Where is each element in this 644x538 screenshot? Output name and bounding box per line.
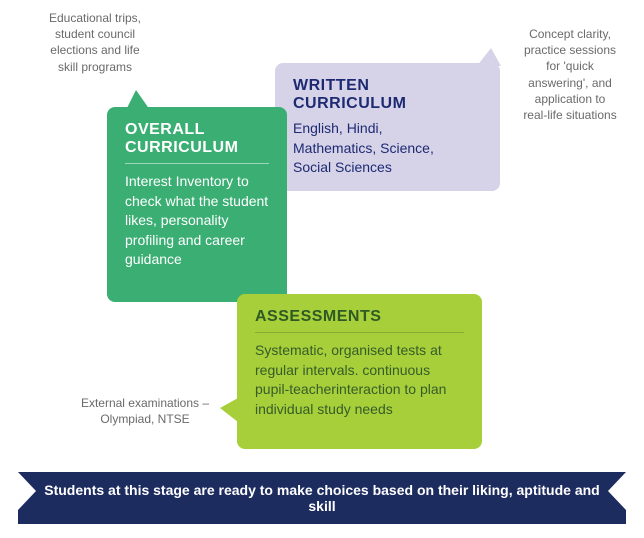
box-assessments: ASSESSMENTS Systematic, organised tests … bbox=[237, 294, 482, 449]
ribbon-text: Students at this stage are ready to make… bbox=[44, 482, 599, 514]
tail-assess bbox=[220, 398, 238, 422]
assessments-title: ASSESSMENTS bbox=[255, 308, 464, 326]
callout-topleft: Educational trips,student councilelectio… bbox=[30, 10, 160, 75]
overall-title: OVERALL CURRICULUM bbox=[125, 121, 269, 157]
box-overall-curriculum: OVERALL CURRICULUM Interest Inventory to… bbox=[107, 107, 287, 302]
written-body: English, Hindi, Mathematics, Science, So… bbox=[293, 119, 458, 178]
bottom-ribbon: Students at this stage are ready to make… bbox=[18, 472, 626, 524]
callout-topright: Concept clarity,practice sessionsfor 'qu… bbox=[510, 26, 630, 123]
box-written-curriculum: WRITTEN CURRICULUM English, Hindi, Mathe… bbox=[275, 63, 500, 191]
callout-bottomleft: External examinations –Olympiad, NTSE bbox=[65, 395, 225, 427]
written-title: WRITTEN CURRICULUM bbox=[293, 77, 482, 113]
overall-body: Interest Inventory to check what the stu… bbox=[125, 172, 269, 270]
assessments-body: Systematic, organised tests at regular i… bbox=[255, 341, 464, 419]
